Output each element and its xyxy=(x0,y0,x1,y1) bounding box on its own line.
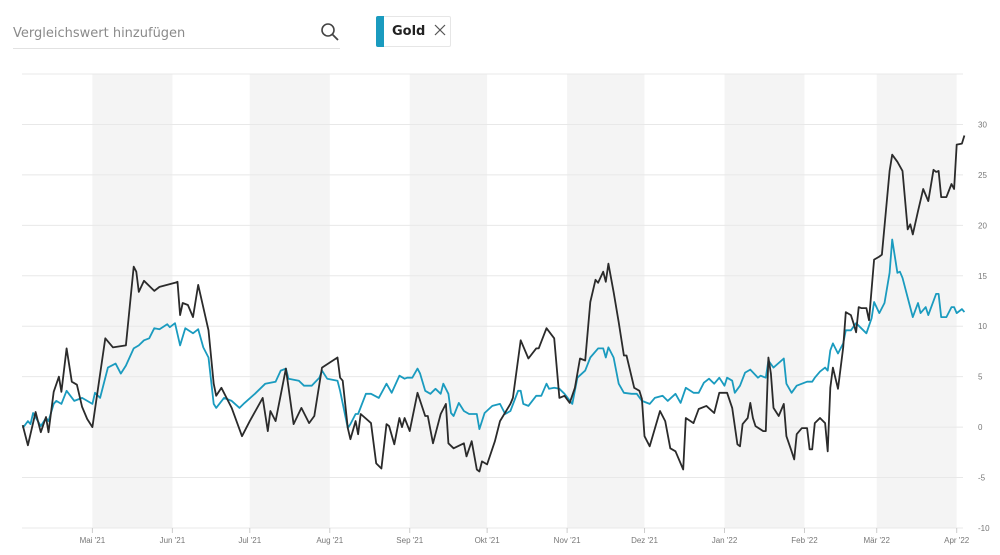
y-tick-label: -5 xyxy=(978,474,986,483)
shaded-month-band xyxy=(876,74,957,528)
x-tick-label: Apr '22 xyxy=(944,536,970,545)
series-color-swatch xyxy=(376,16,384,47)
y-tick-label: 5 xyxy=(978,373,983,382)
shaded-month-band xyxy=(567,74,645,528)
x-tick-label: Aug '21 xyxy=(316,536,343,545)
x-tick-label: Mai '21 xyxy=(80,536,106,545)
x-tick-label: Dez '21 xyxy=(631,536,658,545)
y-tick-label: 20 xyxy=(978,221,987,230)
comparison-chip-gold: Gold xyxy=(376,16,451,47)
series-line-gold xyxy=(21,238,966,430)
close-icon[interactable] xyxy=(433,23,447,37)
x-tick-label: Sep '21 xyxy=(396,536,423,545)
y-tick-label: 0 xyxy=(978,423,983,432)
x-tick-label: Jul '21 xyxy=(238,536,261,545)
y-tick-label: 30 xyxy=(978,120,987,129)
shaded-month-band xyxy=(249,74,330,528)
x-tick-label: Nov '21 xyxy=(554,536,581,545)
x-tick-label: Jan '22 xyxy=(712,536,738,545)
shaded-month-band xyxy=(724,74,805,528)
y-tick-label: 25 xyxy=(978,171,987,180)
x-tick-label: Jun '21 xyxy=(160,536,186,545)
series-line-main xyxy=(21,135,966,473)
y-tick-label: 10 xyxy=(978,322,987,331)
x-tick-label: Mär '22 xyxy=(864,536,891,545)
search-icon[interactable] xyxy=(320,22,340,42)
compare-search-input[interactable] xyxy=(13,26,313,41)
y-tick-label: -10 xyxy=(978,524,990,533)
shaded-month-band xyxy=(92,74,173,528)
x-tick-label: Okt '21 xyxy=(475,536,501,545)
compare-search-field[interactable] xyxy=(13,20,340,49)
x-tick-label: Feb '22 xyxy=(791,536,818,545)
y-tick-label: 15 xyxy=(978,272,987,281)
comparison-chip-label: Gold xyxy=(392,24,426,39)
